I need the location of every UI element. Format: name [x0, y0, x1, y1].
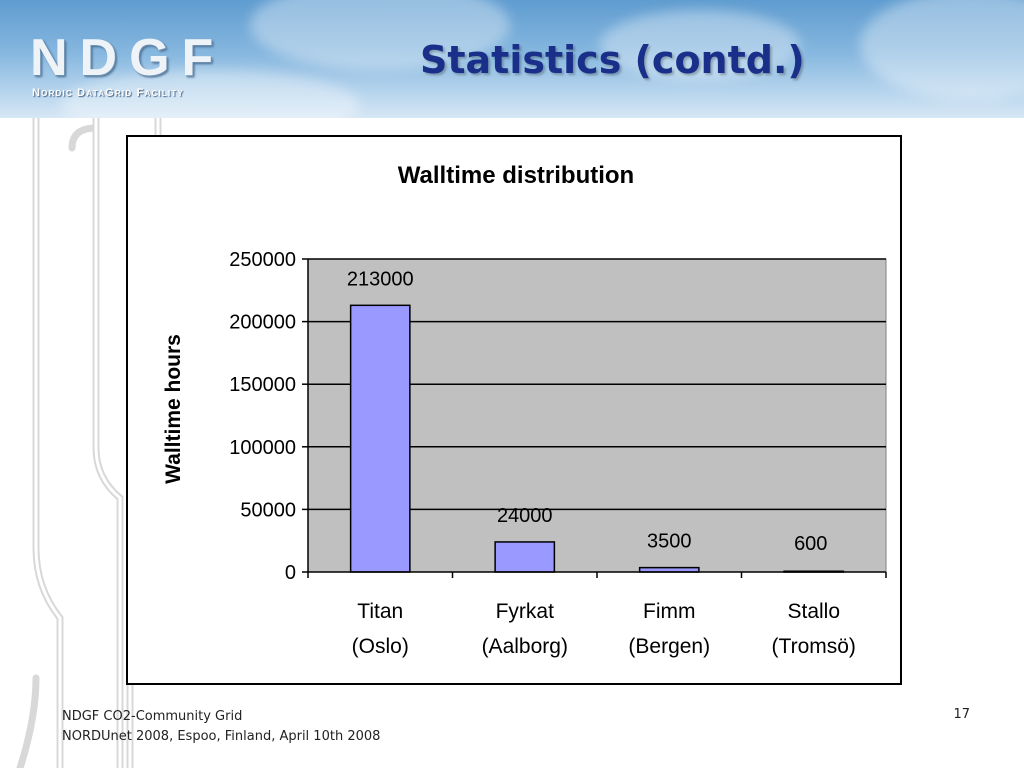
bar-titan [349, 304, 411, 573]
x-tick-label: (Aalborg) [482, 635, 568, 658]
chart-title: Walltime distribution [398, 162, 634, 189]
x-tick-label: Fimm [643, 600, 695, 623]
x-tick-label: Stallo [787, 600, 840, 623]
walltime-bar-chart: Walltime distribution Walltime hours 213… [162, 162, 887, 658]
data-label: 600 [794, 533, 827, 555]
axes [302, 258, 887, 578]
y-tick-labels: 0 50000 100000 150000 200000 250000 [229, 249, 296, 584]
footer-line-2: NORDUnet 2008, Espoo, Finland, April 10t… [62, 729, 381, 744]
logo-subtitle: Nordic DataGrid Facility [32, 87, 184, 99]
y-tick-label: 200000 [229, 312, 296, 334]
x-tick-label: (Bergen) [628, 635, 710, 658]
data-label: 24000 [497, 505, 553, 527]
y-tick-label: 0 [285, 562, 296, 584]
data-label: 3500 [647, 531, 692, 553]
data-label: 213000 [347, 268, 414, 290]
data-labels: 213000 24000 3500 600 [347, 268, 828, 555]
ndgf-logo: NDGF Nordic DataGrid Facility [30, 32, 225, 99]
y-tick-label: 250000 [229, 249, 296, 271]
y-axis-label: Walltime hours [162, 334, 185, 484]
logo-text: NDGF [30, 29, 226, 87]
page-number: 17 [953, 707, 970, 722]
slide-header: NDGF Nordic DataGrid Facility Statistics… [0, 0, 1024, 118]
bar-fyrkat [494, 541, 556, 573]
footer: NDGF CO2-Community Grid NORDUnet 2008, E… [62, 707, 380, 747]
bars [349, 304, 845, 573]
chart-frame: Walltime distribution Walltime hours 213… [126, 135, 902, 685]
slide-title: Statistics (contd.) [420, 38, 805, 82]
x-tick-label: (Tromsö) [772, 635, 856, 658]
x-tick-label: Fyrkat [496, 600, 555, 623]
y-tick-label: 150000 [229, 374, 296, 396]
x-tick-label: (Oslo) [352, 635, 409, 658]
y-tick-label: 100000 [229, 437, 296, 459]
x-tick-label: Titan [357, 600, 403, 623]
x-tick-labels: Titan (Oslo) Fyrkat (Aalborg) Fimm (Bergen) St… [352, 600, 856, 658]
footer-line-1: NDGF CO2-Community Grid [62, 709, 243, 724]
y-tick-label: 50000 [240, 499, 296, 521]
